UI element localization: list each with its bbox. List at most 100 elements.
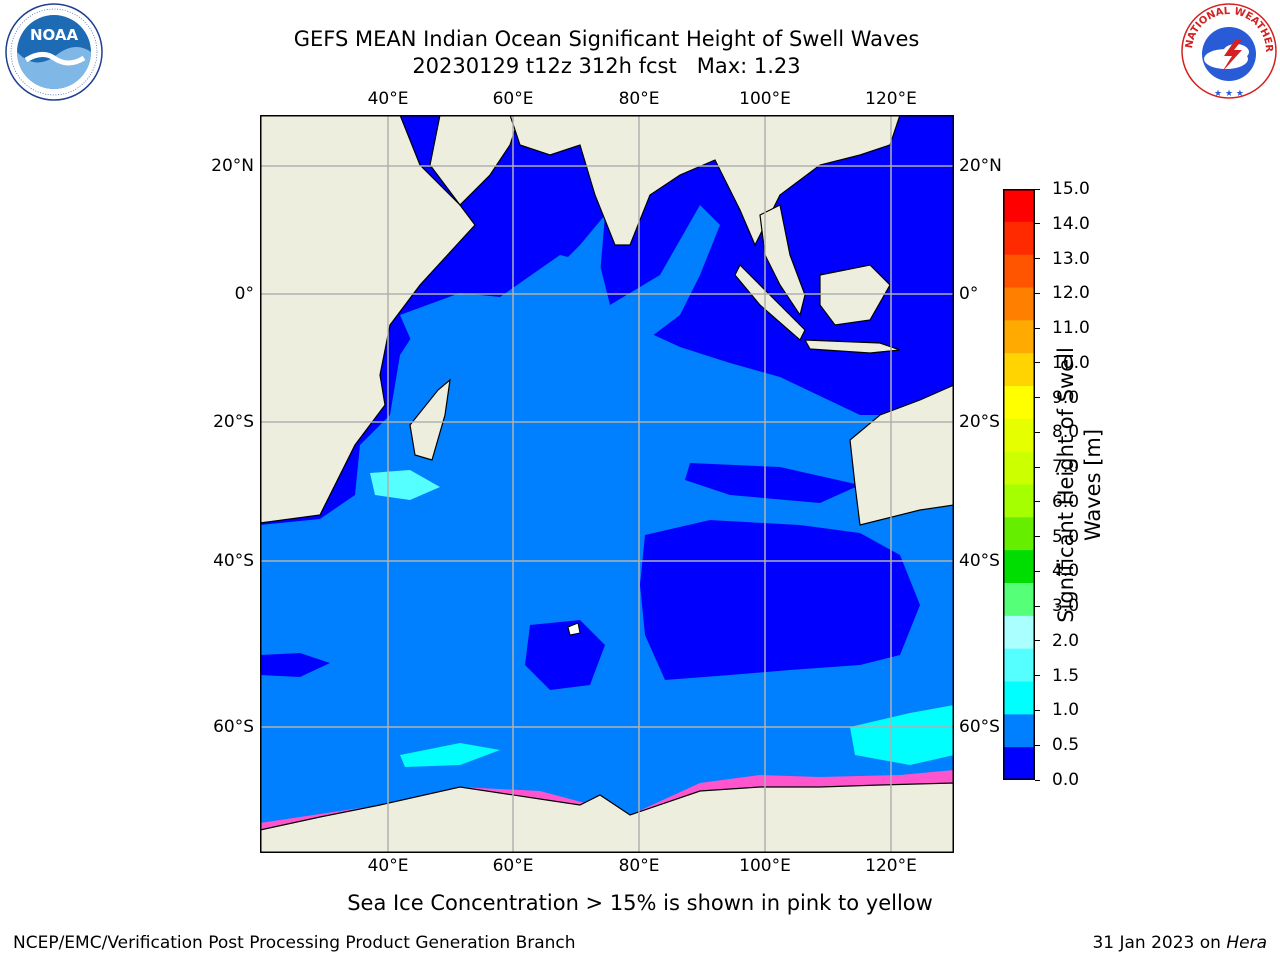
colorbar-segment: [1003, 287, 1035, 321]
footer-right: 31 Jan 2023 on Hera: [1092, 933, 1267, 953]
colorbar-tick-label: 6.0: [1052, 491, 1080, 512]
colorbar-tick-label: 3.0: [1052, 596, 1080, 617]
lat-label-left: 20°N: [211, 156, 254, 176]
colorbar-segment: [1003, 353, 1035, 387]
colorbar-tick-mark: [1035, 397, 1040, 399]
colorbar-tick-label: 5.0: [1052, 526, 1080, 547]
lon-label-bottom: 120°E: [865, 856, 917, 876]
colorbar: [1003, 189, 1035, 781]
colorbar-tick-mark: [1035, 223, 1040, 225]
lon-label-top: 60°E: [492, 89, 534, 109]
lon-label-bottom: 100°E: [739, 856, 791, 876]
colorbar-frame: [1003, 189, 1035, 780]
lon-label-top: 80°E: [618, 89, 660, 109]
nws-logo: NATIONAL WEATHER SERVICE ★ ★ ★: [1176, 0, 1278, 100]
colorbar-tick-label: 4.0: [1052, 561, 1080, 582]
colorbar-segment: [1003, 747, 1035, 781]
colorbar-tick-mark: [1035, 292, 1040, 294]
colorbar-segment: [1003, 484, 1035, 518]
lat-label-right: 40°S: [959, 551, 1000, 571]
colorbar-tick-mark: [1035, 779, 1040, 781]
antarctica-land: [259, 782, 955, 854]
colorbar-tick-mark: [1035, 536, 1040, 538]
colorbar-tick-mark: [1035, 744, 1040, 746]
noaa-logo: NOAA: [4, 2, 104, 102]
colorbar-segment: [1003, 320, 1035, 354]
colorbar-tick-mark: [1035, 570, 1040, 572]
lat-label-left: 0°: [234, 284, 254, 304]
svg-text:NOAA: NOAA: [30, 26, 79, 44]
colorbar-tick-mark: [1035, 188, 1040, 190]
footer-machine: Hera: [1226, 933, 1267, 953]
equatorial-swell-region: [400, 205, 720, 363]
colorbar-segment: [1003, 418, 1035, 453]
colorbar-tick-label: 11.0: [1052, 318, 1090, 339]
lat-label-left: 40°S: [213, 551, 254, 571]
south-low-swell-patch-4: [685, 463, 860, 503]
colorbar-tick-label: 8.0: [1052, 422, 1080, 443]
colorbar-segment: [1003, 254, 1035, 288]
colorbar-segment: [1003, 714, 1035, 748]
colorbar-tick-label: 7.0: [1052, 457, 1080, 478]
colorbar-tick-mark: [1035, 709, 1040, 711]
sea-ice-note: Sea Ice Concentration > 15% is shown in …: [347, 891, 933, 915]
lon-label-top: 120°E: [865, 89, 917, 109]
kerguelen-island: [567, 622, 581, 636]
africa-land: [259, 114, 476, 524]
colorbar-tick-label: 1.0: [1052, 700, 1080, 721]
map-frame: [260, 115, 954, 853]
south-low-swell-patch: [640, 520, 920, 680]
colorbar-segment: [1003, 451, 1035, 485]
colorbar-segment: [1003, 681, 1035, 715]
colorbar-tick-label: 12.0: [1052, 283, 1090, 304]
colorbar-segment: [1003, 648, 1035, 682]
colorbar-tick-mark: [1035, 327, 1040, 329]
colorbar-segment: [1003, 517, 1035, 551]
colorbar-tick-label: 0.5: [1052, 735, 1080, 756]
lon-label-top: 40°E: [367, 89, 409, 109]
colorbar-tick-mark: [1035, 258, 1040, 260]
colorbar-segment: [1003, 221, 1035, 256]
colorbar-segment: [1003, 189, 1035, 223]
swell-1-1.5-region-2: [850, 705, 954, 765]
colorbar-tick-label: 2.0: [1052, 630, 1080, 651]
footer-left: NCEP/EMC/Verification Post Processing Pr…: [13, 933, 576, 953]
colorbar-tick-label: 9.0: [1052, 387, 1080, 408]
map-svg: [259, 114, 955, 854]
java-land: [803, 339, 901, 354]
lat-label-right: 60°S: [959, 717, 1000, 737]
svg-text:★ ★ ★: ★ ★ ★: [1214, 89, 1244, 99]
colorbar-svg: [1003, 189, 1035, 781]
colorbar-tick-mark: [1035, 362, 1040, 364]
colorbar-tick-mark: [1035, 466, 1040, 468]
colorbar-tick-label: 0.0: [1052, 770, 1080, 790]
colorbar-tick-label: 1.5: [1052, 665, 1080, 686]
colorbar-tick-mark: [1035, 431, 1040, 433]
colorbar-tick-label: 10.0: [1052, 352, 1090, 373]
chart-subtitle: 20230129 t12z 312h fcst Max: 1.23: [412, 54, 801, 78]
colorbar-segment: [1003, 550, 1035, 584]
colorbar-tick-mark: [1035, 675, 1040, 677]
colorbar-tick-mark: [1035, 501, 1040, 503]
lon-label-bottom: 60°E: [492, 856, 534, 876]
south-low-swell-patch-3: [260, 653, 330, 677]
sumatra-land: [734, 263, 806, 341]
colorbar-tick-mark: [1035, 640, 1040, 642]
colorbar-tick-label: 13.0: [1052, 248, 1090, 269]
colorbar-segment: [1003, 386, 1035, 420]
chart-title: GEFS MEAN Indian Ocean Significant Heigh…: [293, 27, 920, 51]
colorbar-tick-mark: [1035, 605, 1040, 607]
lat-label-left: 20°S: [213, 412, 254, 432]
lat-label-left: 60°S: [213, 717, 254, 737]
malay-peninsula-land: [759, 204, 806, 317]
colorbar-segment: [1003, 583, 1035, 617]
graticule: [260, 115, 954, 853]
australia-land: [849, 384, 955, 526]
colorbar-title-line1: Significant Height of Swell: [1054, 347, 1078, 623]
footer-date: 31 Jan 2023 on: [1092, 933, 1227, 953]
colorbar-segment: [1003, 615, 1035, 650]
lat-label-right: 20°S: [959, 412, 1000, 432]
colorbar-tick-label: 15.0: [1052, 179, 1090, 199]
colorbar-title: Significant Height of Swell Waves [m]: [1053, 347, 1107, 623]
asia-land: [509, 114, 901, 247]
